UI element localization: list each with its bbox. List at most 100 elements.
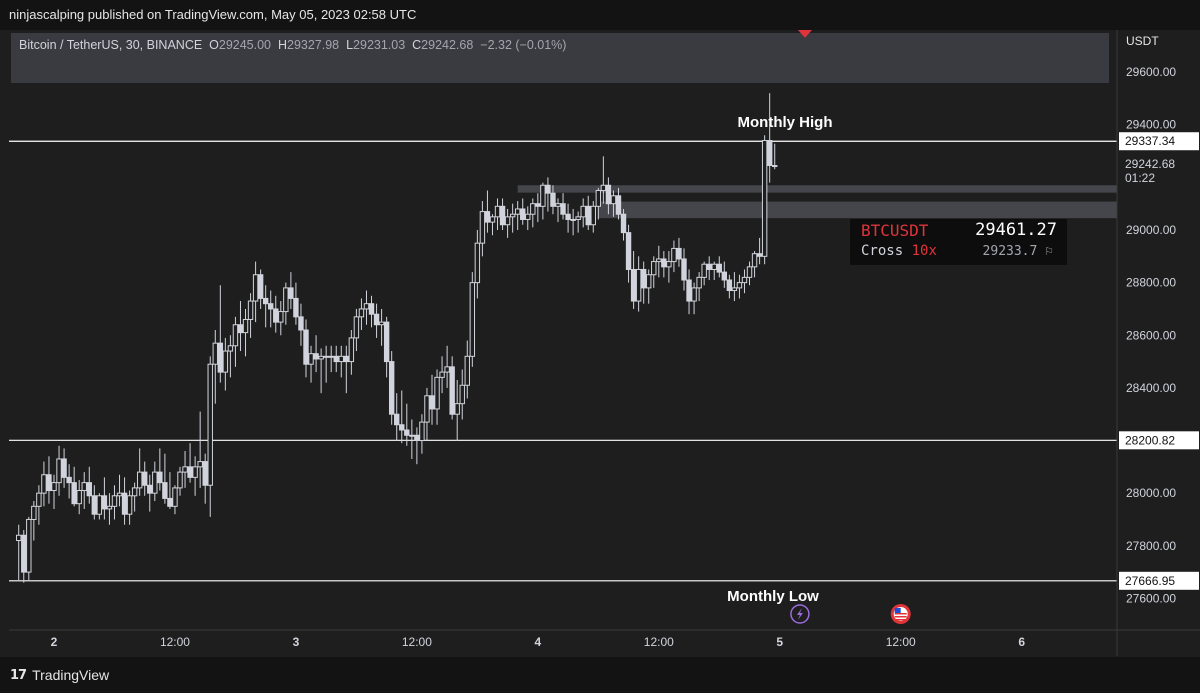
close-value: 29242.68 [421, 38, 474, 52]
lightning-bolt [796, 608, 803, 620]
candle-body [283, 287, 289, 313]
candle-body [147, 484, 153, 494]
level-price-box [1119, 431, 1199, 450]
monthly-high-label: Monthly High [738, 114, 833, 131]
level-price-label: 29337.34 [1125, 134, 1175, 148]
candle-body [192, 466, 198, 478]
candle-body [167, 497, 173, 507]
candle-body [635, 268, 642, 302]
candle-body [509, 213, 516, 218]
candle-body [96, 495, 103, 515]
candle-body [751, 253, 758, 268]
candle-body [686, 279, 692, 302]
candle-body [333, 355, 339, 363]
candle-body [656, 258, 662, 263]
tradingview-logo[interactable]: 17 TradingView [10, 667, 109, 683]
candle-body [61, 458, 67, 478]
symbol-title[interactable]: Bitcoin / TetherUS, 30, BINANCE [19, 38, 203, 52]
candle-body [298, 316, 304, 331]
candle-body [741, 276, 748, 284]
candle-body [661, 258, 667, 268]
candle-body [625, 232, 632, 270]
chart-area[interactable]: Monthly High Monthly Low USDT 29600.00 29… [9, 30, 1200, 656]
candle-body [262, 297, 269, 305]
candle-body [111, 495, 118, 507]
symbol-legend[interactable]: Bitcoin / TetherUS, 30, BINANCE O29245.0… [19, 38, 566, 52]
footer-bar: 17 TradingView [0, 657, 1200, 693]
candle-body [409, 434, 415, 437]
candle-body [489, 216, 496, 223]
us-flag-icon[interactable] [890, 604, 911, 624]
candle-body [46, 474, 52, 492]
candle-body [772, 165, 778, 168]
publisher-bar: ninjascalping published on TradingView.c… [0, 0, 1200, 30]
candle-body [91, 495, 98, 515]
candle-body [651, 261, 657, 276]
candle-body [756, 253, 763, 257]
candle-body [308, 353, 314, 365]
candle-body [142, 471, 148, 486]
candle-body [600, 184, 607, 192]
candle-body [419, 421, 425, 442]
candle-body [726, 279, 733, 292]
price-chart[interactable]: Monthly High Monthly Low USDT 29600.00 29… [9, 30, 1200, 656]
leverage: 10x [911, 243, 937, 259]
candle-body [595, 190, 602, 207]
open-value: 29245.00 [218, 38, 272, 52]
candle-body [101, 495, 108, 510]
cross-label: Cross [861, 243, 904, 259]
candle-body [520, 208, 526, 220]
candle-body [590, 205, 596, 226]
candle-body [514, 208, 521, 215]
candle-body [76, 490, 82, 505]
level-price-box [1119, 132, 1199, 151]
candle-body [16, 534, 22, 542]
candle-body [31, 505, 37, 520]
candle-body [499, 205, 506, 226]
x-tick-label: 12:00 [160, 635, 190, 649]
x-tick-label: 6 [1018, 635, 1025, 649]
time-axis[interactable]: 2 12:00 3 12:00 4 12:00 5 12:00 6 [51, 635, 1026, 649]
candle-body [640, 268, 647, 289]
candle-body [676, 247, 682, 260]
candle-body [212, 342, 218, 365]
candle-body [71, 482, 77, 505]
candle-body [81, 482, 87, 492]
ticker-price: 29461.27 [975, 220, 1057, 240]
candle-body [525, 213, 531, 220]
flag-stripe [894, 613, 907, 615]
tradingview-logo-icon: 17 [10, 667, 27, 683]
candle-body [373, 313, 380, 326]
brand-name: TradingView [32, 667, 110, 683]
legend-background [11, 33, 1109, 83]
candle-body [232, 324, 239, 347]
low-label: L [346, 38, 354, 52]
candle-body [711, 263, 717, 270]
ticker-symbol: BTCUSDT [861, 221, 929, 240]
ticker-subprice: 29233.7 ⚐ [983, 244, 1053, 259]
y-tick-label: 29000.00 [1126, 223, 1176, 237]
candle-body [227, 345, 234, 352]
candle-body [152, 471, 158, 494]
lightning-icon[interactable] [790, 604, 810, 624]
candle-body [535, 203, 541, 207]
candle-body [222, 350, 229, 373]
y-axis-unit: USDT [1126, 34, 1159, 48]
price-axis[interactable]: 29600.0029400.0029200.0029000.0028800.00… [1119, 65, 1199, 605]
candle-body [116, 492, 123, 497]
candle-body [394, 413, 400, 426]
candle-body [545, 184, 551, 194]
candle-body [479, 211, 486, 244]
y-tick-label: 27800.00 [1126, 539, 1176, 553]
candle-body [570, 218, 576, 221]
horizontal-levels [9, 140, 1117, 582]
candle-body [293, 297, 299, 318]
candle-body [126, 495, 133, 515]
candle-body [237, 324, 244, 334]
candle-body [560, 203, 566, 215]
last-price-box [1119, 154, 1199, 187]
arrow-head [797, 30, 812, 38]
candle-body [162, 482, 168, 499]
candle-body [399, 424, 405, 431]
flag-canton [894, 608, 901, 613]
